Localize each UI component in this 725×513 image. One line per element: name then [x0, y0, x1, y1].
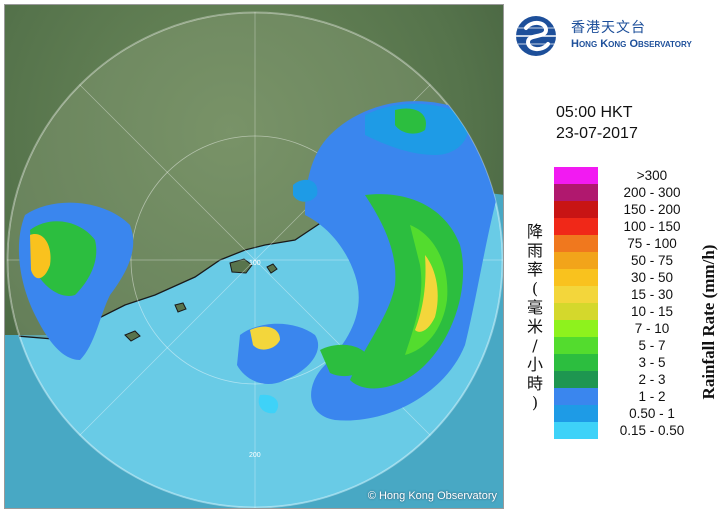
date-label: 23-07-2017	[556, 125, 638, 142]
legend-swatch	[554, 286, 598, 303]
legend-swatch	[554, 371, 598, 388]
legend-label: 15 - 30	[630, 287, 674, 302]
legend-label: 75 - 100	[627, 236, 677, 251]
legend-swatch	[554, 354, 598, 371]
legend-label: 7 - 10	[634, 321, 670, 336]
legend-swatch	[554, 405, 598, 422]
legend-label: 150 - 200	[623, 202, 681, 217]
legend-swatch	[554, 201, 598, 218]
legend-label: >300	[636, 168, 668, 183]
hko-logo-mark-icon	[516, 16, 560, 56]
legend-label: 1 - 2	[638, 389, 666, 404]
legend-swatch	[554, 218, 598, 235]
legend-title-en: Rainfall Rate (mm/h)	[699, 244, 718, 400]
legend-swatch	[554, 235, 598, 252]
legend-swatch	[554, 184, 598, 201]
logo-name-en: Hong Kong Observatory	[571, 38, 692, 50]
radar-image: 100 200	[5, 5, 503, 508]
legend-swatch	[554, 422, 598, 439]
legend-swatch	[554, 167, 598, 184]
range-label-200: 200	[249, 452, 261, 459]
legend-label: 3 - 5	[638, 355, 666, 370]
hko-logo: 香港天文台 Hong Kong Observatory	[514, 14, 722, 58]
legend-swatch	[554, 388, 598, 405]
legend-swatch	[554, 269, 598, 286]
radar-disc	[7, 12, 503, 508]
legend-swatch	[554, 252, 598, 269]
legend-label: 2 - 3	[638, 372, 666, 387]
legend-label: 200 - 300	[623, 185, 681, 200]
logo-name-zh: 香港天文台	[571, 20, 646, 36]
radar-map: 100 200 © Hong Kong Observatory	[4, 4, 504, 509]
legend-label: 0.50 - 1	[629, 406, 675, 421]
legend-swatch	[554, 337, 598, 354]
legend-label: 30 - 50	[630, 270, 674, 285]
legend-title-zh: 降雨率(毫米 / 小時)	[526, 222, 543, 412]
legend-swatch	[554, 303, 598, 320]
copyright-notice: © Hong Kong Observatory	[367, 490, 497, 502]
legend-label: 0.15 - 0.50	[619, 423, 685, 438]
legend-label: 100 - 150	[623, 219, 681, 234]
rain-echoes	[18, 101, 499, 421]
legend-label: 5 - 7	[638, 338, 666, 353]
range-label-100: 100	[249, 260, 261, 267]
legend-swatch	[554, 320, 598, 337]
legend-label: 10 - 15	[630, 304, 674, 319]
time-label: 05:00 HKT	[556, 104, 633, 121]
timestamp: 05:00 HKT 23-07-2017	[556, 102, 638, 144]
legend-label: 50 - 75	[630, 253, 674, 268]
